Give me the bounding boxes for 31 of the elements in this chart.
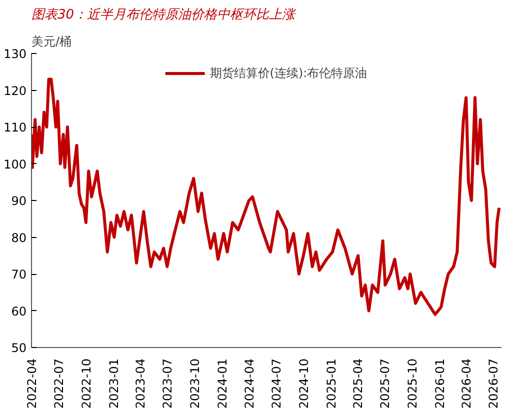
x-tick-label: 2023-01 [106,358,121,409]
x-tick-label: 2026-07 [486,358,501,409]
y-tick-label: 50 [11,341,27,355]
y-tick-label: 130 [4,47,26,61]
y-tick-label: 90 [11,194,27,208]
y-tick-label: 80 [11,230,27,245]
y-tick-label: 110 [4,120,26,134]
x-tick-label: 2023-07 [160,358,175,409]
x-tick-label: 2022-10 [79,358,94,409]
y-tick-label: 70 [11,268,27,282]
x-tick-label: 2025-04 [351,358,366,409]
x-tick-label: 2023-10 [188,358,202,409]
x-tick-label: 2024-07 [270,358,284,409]
chart-title: 图表30：近半月布伦特原油价格中枢环比上涨 [32,8,298,22]
legend-label: 期货结算价(连续):布伦特原油 [210,64,368,82]
x-tick-label: 2024-10 [296,358,311,409]
line-series [32,78,501,316]
x-tick-label: 2024-04 [242,358,256,409]
y-axis-title: 美元/桶 [32,34,72,48]
y-tick-label: 120 [4,84,26,98]
x-tick-label: 2022-07 [52,358,66,409]
x-tick-label: 2023-04 [134,358,148,409]
x-tick-label: 2025-10 [405,358,420,409]
y-tick-label: 60 [11,304,27,318]
x-tick-label: 2026-04 [460,358,474,409]
x-tick-label: 2024-01 [215,358,230,409]
x-tick-label: 2025-07 [378,358,392,409]
y-tick-label: 100 [4,157,26,172]
x-tick-label: 2025-01 [324,358,338,409]
x-tick-label: 2026-01 [432,358,447,409]
x-tick-label: 2022-04 [25,358,39,409]
